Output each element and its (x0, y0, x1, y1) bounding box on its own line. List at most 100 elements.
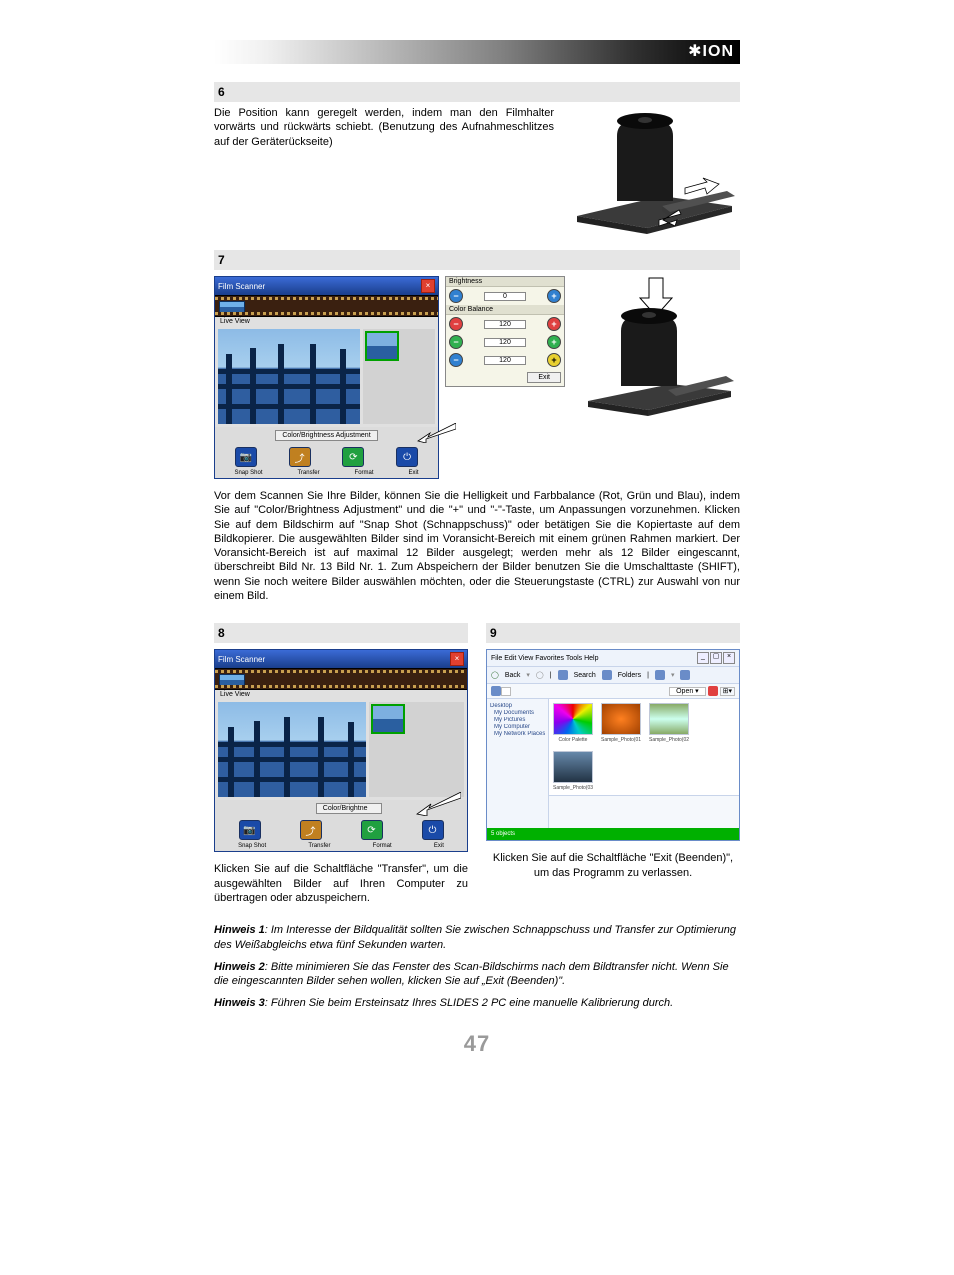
header-gradient-bar: ✱ ION (214, 40, 740, 64)
thumbnail-grid (363, 329, 435, 424)
color-brightness-button[interactable]: Color/Brightness Adjustment (275, 430, 377, 441)
thumbnail[interactable] (365, 331, 399, 361)
green-plus-button[interactable]: + (547, 335, 561, 349)
toolbar-icon[interactable] (655, 670, 665, 680)
snap-shot-button-8[interactable]: 📷 (239, 820, 261, 840)
thumbnail-8[interactable] (371, 704, 405, 734)
logo-star-icon: ✱ (688, 41, 701, 61)
format-label-8: Format (373, 843, 392, 849)
format-label: Format (355, 470, 374, 476)
file-name: Sample_Photo(01) (601, 737, 641, 743)
scanner-device-top-icon (576, 276, 736, 426)
folder-node[interactable]: My Pictures (490, 717, 545, 723)
explorer-content: Color Palette Sample_Photo(01) Sample_Ph… (549, 699, 739, 795)
hint-3-lead: Hinweis 3 (214, 997, 265, 1009)
back-button[interactable]: ◯ (491, 671, 499, 679)
color-brightness-button-8[interactable]: Color/Brightness (316, 803, 382, 814)
window-controls[interactable]: _▢× (697, 652, 735, 664)
forward-button[interactable]: ◯ (536, 671, 544, 679)
window-title: Film Scanner (218, 282, 265, 291)
folder-node[interactable]: My Computer (490, 724, 545, 730)
section-8: 8 Film Scanner × Live View (214, 623, 468, 905)
explorer-thumbnails: Color Palette Sample_Photo(01) Sample_Ph… (553, 703, 735, 791)
explorer-menu-text[interactable]: File Edit View Favorites Tools Help (491, 655, 599, 662)
close-icon-8[interactable]: × (450, 652, 464, 666)
folder-node[interactable]: My Documents (490, 710, 545, 716)
hint-1-text: : Im Interesse der Bildqualität sollten … (214, 924, 736, 950)
window-title-8: Film Scanner (218, 655, 265, 664)
scanner-body (215, 326, 438, 427)
file-thumb-icon (649, 703, 689, 735)
folder-node[interactable]: My Network Places (490, 731, 545, 737)
section-9-caption: Klicken Sie auf die Schaltfläche "Exit (… (486, 851, 740, 880)
section-7-device (571, 276, 740, 426)
red-value: 120 (484, 320, 526, 329)
section-8-header: 8 (214, 623, 468, 643)
live-view-label: Live View (215, 317, 438, 326)
live-preview (218, 329, 360, 424)
file-item[interactable]: Sample_Photo(03) (553, 751, 593, 791)
content-area: 6 Die Position kann geregelt werden, ind… (214, 82, 740, 1057)
transfer-label-8: Transfer (308, 843, 330, 849)
brightness-plus-button[interactable]: + (547, 289, 561, 303)
adjust-exit-button[interactable]: Exit (527, 372, 561, 383)
section-8-caption: Klicken Sie auf die Schaltfläche "Transf… (214, 862, 468, 905)
explorer-statusbar: 5 objects (487, 828, 739, 840)
tb-item[interactable]: Back (505, 672, 521, 679)
format-button[interactable]: ⟳ (342, 447, 364, 467)
hint-2: Hinweis 2: Bitte minimieren Sie das Fens… (214, 960, 740, 989)
explorer-toolbar[interactable]: ◯ Back ▾ ◯ | Search Folders | ▾ (487, 667, 739, 684)
hint-2-lead: Hinweis 2 (214, 961, 265, 973)
scanner-toolbar-labels-8: Snap Shot Transfer Format Exit (215, 843, 467, 851)
blue-minus-button[interactable]: − (449, 353, 463, 367)
file-item[interactable]: Sample_Photo(01) (601, 703, 641, 743)
toolbar-icon[interactable] (602, 670, 612, 680)
section-7-text: Vor dem Scannen Sie Ihre Bilder, können … (214, 489, 740, 603)
colorbalance-label: Color Balance (446, 305, 564, 315)
transfer-button-8[interactable]: ⤴ (300, 820, 322, 840)
explorer-menubar[interactable]: File Edit View Favorites Tools Help _▢× (487, 650, 739, 667)
adjust-button-row: Color/Brightness Adjustment (215, 427, 438, 444)
scanner-device-icon (567, 106, 737, 236)
close-icon[interactable]: × (421, 279, 435, 293)
explorer-window: File Edit View Favorites Tools Help _▢× … (486, 649, 740, 841)
hint-3-text: : Führen Sie beim Ersteinsatz Ihres SLID… (265, 997, 673, 1009)
snap-shot-button[interactable]: 📷 (235, 447, 257, 467)
transfer-button[interactable]: ⤴ (289, 447, 311, 467)
toolbar-icon[interactable] (680, 670, 690, 680)
toolbar-icon[interactable] (558, 670, 568, 680)
file-name: Color Palette (553, 737, 593, 743)
file-item[interactable]: Color Palette (553, 703, 593, 743)
hint-1: Hinweis 1: Im Interesse der Bildqualität… (214, 923, 740, 952)
thumbnail-grid-8 (369, 702, 464, 797)
toolbar-icon[interactable] (708, 686, 718, 696)
brightness-row: − 0 + (446, 287, 564, 305)
snap-shot-label: Snap Shot (234, 470, 262, 476)
scanner-body-8 (215, 699, 467, 800)
red-plus-button[interactable]: + (547, 317, 561, 331)
film-strip-8 (215, 668, 467, 690)
exit-button-8[interactable]: ⏻ (422, 820, 444, 840)
film-scanner-window: Film Scanner × Live View (214, 276, 439, 479)
explorer-sidebar[interactable]: Desktop My Documents My Pictures My Comp… (487, 699, 549, 828)
folder-node[interactable]: Desktop (490, 703, 545, 709)
exit-button[interactable]: ⏻ (396, 447, 418, 467)
tb-folders[interactable]: Folders (618, 672, 641, 679)
format-button-8[interactable]: ⟳ (361, 820, 383, 840)
file-thumb-icon (553, 703, 593, 735)
green-value: 120 (484, 338, 526, 347)
red-minus-button[interactable]: − (449, 317, 463, 331)
section-6-body: Die Position kann geregelt werden, indem… (214, 106, 740, 236)
file-item[interactable]: Sample_Photo(02) (649, 703, 689, 743)
brand-logo: ✱ ION (688, 42, 734, 62)
explorer-address-bar[interactable]: Open ▾ ⊞▾ (487, 684, 739, 699)
green-minus-button[interactable]: − (449, 335, 463, 349)
section-9-header: 9 (486, 623, 740, 643)
hint-3: Hinweis 3: Führen Sie beim Ersteinsatz I… (214, 996, 740, 1010)
brightness-minus-button[interactable]: − (449, 289, 463, 303)
section-6-device (564, 106, 740, 236)
explorer-preview-pane (549, 795, 739, 828)
blue-plus-button[interactable]: + (547, 353, 561, 367)
file-thumb-icon (601, 703, 641, 735)
tb-search[interactable]: Search (574, 672, 596, 679)
